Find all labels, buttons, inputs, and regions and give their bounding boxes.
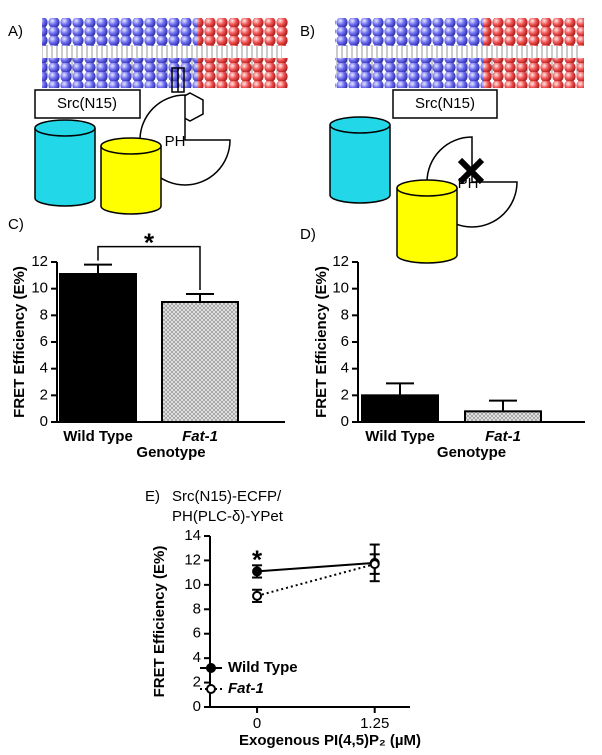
legend-label: Wild Type: [228, 659, 298, 676]
y-tick-label: 2: [40, 386, 48, 403]
legend-marker: [206, 684, 216, 694]
chart-title: Src(N15)-ECFP/: [172, 488, 282, 505]
yellow-fluorophore: [100, 146, 162, 215]
y-tick-label: 6: [341, 333, 349, 350]
y-tick-label: 8: [193, 600, 201, 617]
y-tick-label: 6: [40, 333, 48, 350]
membrane-upper: [484, 18, 584, 46]
yellow-fluorophore-top: [100, 137, 162, 155]
series-line: [256, 561, 375, 573]
significance-mark: *: [252, 544, 263, 574]
legend-label: Fat-1: [228, 680, 264, 697]
panel-label: A): [8, 23, 23, 40]
cyan-fluorophore-top: [329, 116, 391, 134]
protein-box: [34, 89, 141, 119]
membrane-lower: [335, 58, 495, 88]
y-tick-label: 2: [193, 674, 201, 691]
legend-marker: [206, 663, 216, 673]
y-tick-label: 14: [184, 527, 201, 544]
x-tick-label: Wild Type: [63, 428, 133, 445]
y-tick-label: 2: [341, 386, 349, 403]
yellow-fluorophore: [396, 188, 458, 264]
diagram-a: A) Src(N15) PH: [8, 18, 288, 215]
y-tick-label: 10: [332, 280, 349, 297]
protein-box: [392, 89, 498, 119]
point: [369, 559, 380, 570]
y-axis-label: FRET Efficiency (E%): [151, 546, 168, 698]
panel-label: C): [8, 216, 24, 233]
cyan-fluorophore: [329, 125, 391, 204]
y-axis-label: FRET Efficiency (E%): [313, 266, 330, 418]
y-tick-label: 12: [332, 253, 349, 270]
y-axis-label: FRET Efficiency (E%): [11, 266, 28, 418]
x-axis-label: Exogenous PI(4,5)P₂ (µM): [239, 732, 421, 749]
cyan-fluorophore: [34, 128, 96, 207]
significance-bracket: [97, 245, 201, 290]
y-tick-label: 4: [40, 360, 48, 377]
y-tick-label: 10: [184, 576, 201, 593]
y-tick-label: 10: [31, 280, 48, 297]
x-tick-label: Fat-1: [485, 428, 521, 445]
headgroup: [171, 67, 185, 93]
protein-label: Src(N15): [57, 95, 117, 112]
x-tick-label: 1.25: [360, 715, 389, 732]
yellow-fluorophore-top: [396, 179, 458, 197]
membrane-lower: [198, 58, 288, 88]
membrane-lower: [42, 58, 210, 88]
membrane-upper: [198, 18, 288, 46]
bar: [361, 394, 439, 424]
y-tick-label: 12: [184, 551, 201, 568]
y-tick-label: 4: [341, 360, 349, 377]
y-tick-label: 6: [193, 625, 201, 642]
y-tick-label: 4: [193, 649, 201, 666]
membrane-upper: [42, 18, 210, 46]
diagram-b: B) Src(N15) PH: [300, 18, 584, 264]
membrane-lower: [484, 58, 584, 88]
domain-label: PH: [165, 133, 186, 150]
significance-mark: *: [144, 228, 155, 258]
protein-label: Src(N15): [415, 95, 475, 112]
y-tick-label: 0: [193, 698, 201, 715]
cyan-fluorophore-top: [34, 119, 96, 137]
y-tick-label: 12: [31, 253, 48, 270]
x-axis-label: Genotype: [136, 444, 205, 461]
y-tick-label: 0: [341, 413, 349, 430]
point: [252, 590, 263, 601]
x-mark: [457, 157, 485, 185]
y-tick-label: 8: [40, 306, 48, 323]
panel-label: D): [300, 226, 316, 243]
panel-label: E): [145, 488, 160, 505]
x-tick-label: 0: [253, 715, 261, 732]
y-tick-label: 0: [40, 413, 48, 430]
series-line: [256, 563, 375, 597]
bar: [161, 301, 239, 423]
bar: [464, 410, 542, 424]
bar: [59, 273, 137, 423]
membrane-upper: [335, 18, 495, 46]
panel-label: B): [300, 23, 315, 40]
chart-title: PH(PLC-δ)-YPet: [172, 508, 284, 525]
point: [252, 566, 263, 577]
y-tick-label: 8: [341, 306, 349, 323]
x-tick-label: Wild Type: [365, 428, 435, 445]
x-tick-label: Fat-1: [182, 428, 218, 445]
x-axis-label: Genotype: [437, 444, 506, 461]
